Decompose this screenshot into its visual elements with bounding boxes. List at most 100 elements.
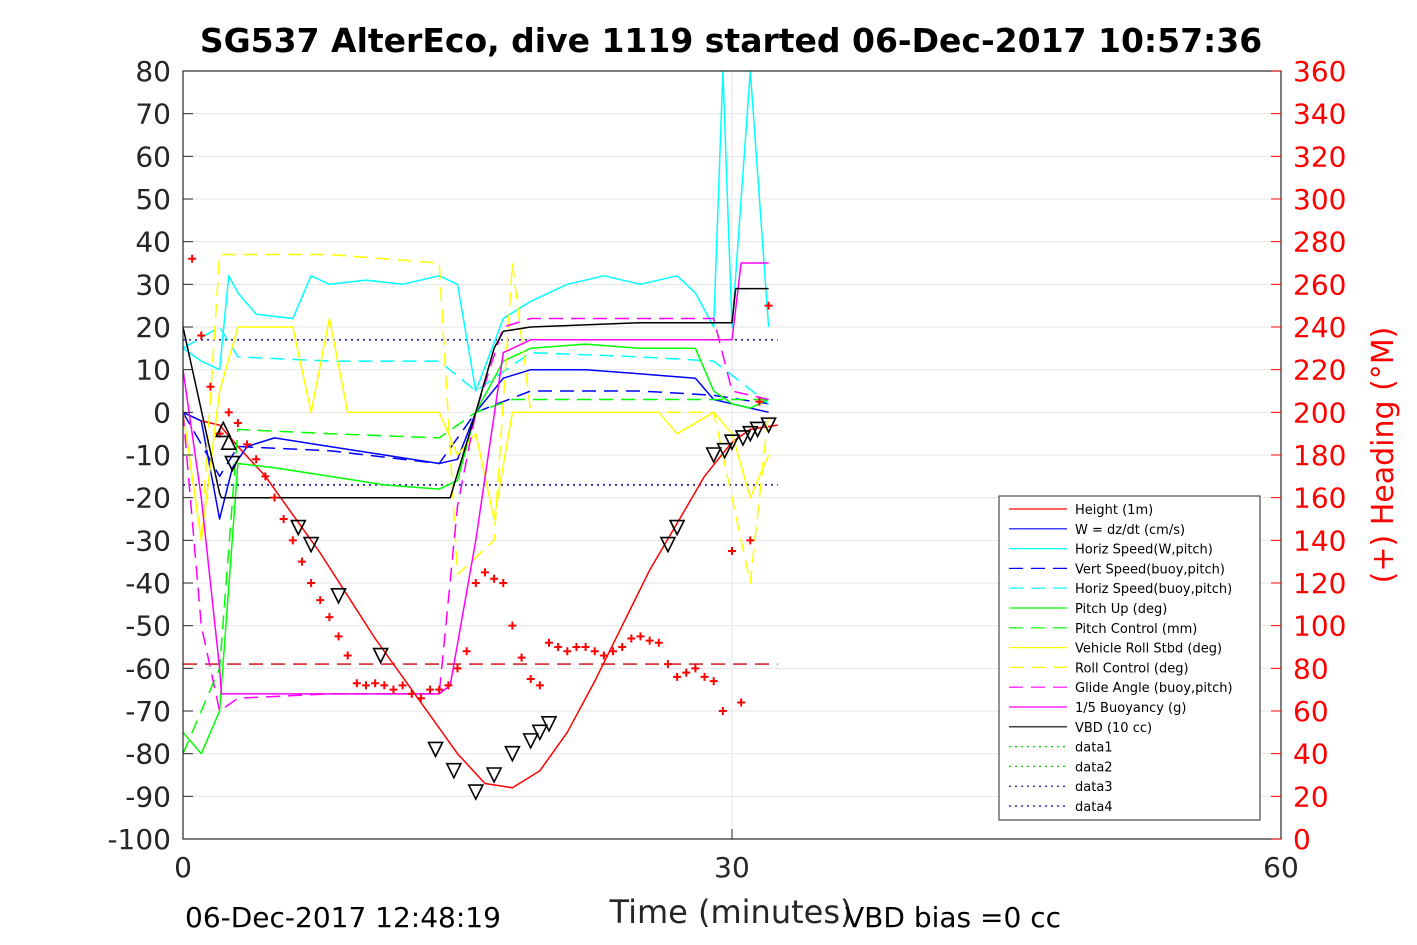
heading-point <box>398 681 407 690</box>
y-tick-label: -30 <box>125 524 171 557</box>
heading-point <box>609 647 618 656</box>
y-right-tick-label: 120 <box>1293 567 1346 600</box>
heading-point <box>334 632 343 641</box>
dive-marker <box>716 442 733 460</box>
dive-marker <box>504 745 521 763</box>
heading-point <box>755 397 764 406</box>
heading-point <box>682 668 691 677</box>
y-tick-label: 60 <box>135 140 171 173</box>
heading-point <box>517 653 526 662</box>
y-right-tick-label: 340 <box>1293 98 1346 131</box>
y-right-tick-label: 20 <box>1293 780 1329 813</box>
y-tick-label: -60 <box>125 652 171 685</box>
data-layer <box>183 71 778 801</box>
dive-marker <box>289 519 307 537</box>
x-tick-label: 0 <box>174 851 192 884</box>
y-right-tick-label: 140 <box>1293 524 1346 557</box>
heading-point <box>279 515 288 523</box>
y-right-tick-label: 220 <box>1293 354 1346 387</box>
heading-point <box>691 664 700 673</box>
heading-point <box>252 455 261 464</box>
heading-point <box>508 621 517 630</box>
dive-marker <box>540 716 558 733</box>
y-tick-label: -10 <box>125 439 171 472</box>
legend-label: Vert Speed(buoy,pitch) <box>1075 562 1225 577</box>
heading-point <box>563 647 572 656</box>
series-line-horiz_speed_buoy <box>183 326 770 405</box>
heading-point <box>316 596 325 605</box>
legend-label: Glide Angle (buoy,pitch) <box>1075 681 1233 696</box>
y-tick-label: -20 <box>125 482 171 515</box>
heading-point <box>325 613 334 622</box>
dive-marker <box>723 434 741 451</box>
heading-point <box>709 677 718 686</box>
legend-label: W = dz/dt (cm/s) <box>1075 523 1185 538</box>
heading-point <box>462 647 471 656</box>
x-axis: 0 30 60 <box>174 829 1299 884</box>
data-group <box>183 71 778 801</box>
heading-point <box>480 568 489 577</box>
dive-marker <box>749 421 766 439</box>
legend-label: data2 <box>1075 760 1113 775</box>
y-tick-label: -70 <box>125 695 171 728</box>
series-line-vert_speed_buoy <box>183 390 769 478</box>
legend-label: data3 <box>1075 780 1113 795</box>
heading-point <box>352 679 361 688</box>
dive-marker <box>330 588 347 605</box>
dive-marker <box>224 455 241 473</box>
heading-point <box>645 636 654 645</box>
dive-marker <box>302 536 320 554</box>
legend-label: Pitch Control (mm) <box>1075 622 1197 637</box>
y-tick-label: 70 <box>135 98 171 131</box>
heading-point <box>764 301 773 310</box>
heading-point <box>490 574 499 583</box>
heading-point <box>243 440 252 449</box>
legend-label: Vehicle Roll Stbd (deg) <box>1075 642 1222 657</box>
heading-point <box>426 685 435 694</box>
dive-marker <box>734 430 752 447</box>
x-axis-label: Time (minutes) <box>609 893 853 931</box>
dive-marker <box>522 733 539 750</box>
legend-label: Horiz Speed(buoy,pitch) <box>1075 582 1232 597</box>
y-right-tick-label: 80 <box>1293 652 1329 685</box>
y-tick-label: -80 <box>125 738 171 771</box>
heading-point <box>297 557 306 566</box>
legend-label: Height (1m) <box>1075 503 1153 518</box>
heading-point <box>599 651 608 660</box>
y-tick-label: 50 <box>135 183 171 216</box>
footer-vbd-bias: VBD bias =0 cc <box>845 901 1061 934</box>
heading-point <box>471 579 480 587</box>
y-tick-label: 0 <box>153 396 171 429</box>
x-tick-label: 30 <box>714 851 750 884</box>
heading-point <box>444 681 453 690</box>
y-axis-right: 3603403203002802602402202001801601401201… <box>1271 55 1346 856</box>
legend-label: data1 <box>1075 741 1113 756</box>
dive-marker <box>372 647 389 665</box>
dive-marker <box>427 741 444 759</box>
y-tick-label: 80 <box>135 55 171 88</box>
heading-point <box>224 408 233 417</box>
legend-label: Roll Control (deg) <box>1075 661 1189 676</box>
y-axis-left: 80 70 60 50 40 30 20 10 0 -10 -20 -30 -40 -50 -60 -70 -8… <box>107 55 193 856</box>
series-line-vbd <box>183 287 769 499</box>
x-tick-label: 60 <box>1263 851 1299 884</box>
y-right-tick-label: 240 <box>1293 311 1346 344</box>
series-line-glide_angle <box>183 317 769 712</box>
y-tick-label: -50 <box>125 610 171 643</box>
heading-point <box>590 647 599 656</box>
legend-label: Pitch Up (deg) <box>1075 602 1167 617</box>
heading-point <box>362 681 370 690</box>
y-right-tick-label: 320 <box>1293 140 1346 173</box>
y-tick-label: 20 <box>135 311 171 344</box>
heading-point <box>535 681 544 690</box>
y-right-tick-label: 260 <box>1293 268 1346 301</box>
heading-point <box>572 643 581 651</box>
dive-marker <box>485 767 503 784</box>
series-line-height <box>183 411 778 789</box>
heading-point <box>307 579 316 587</box>
legend-label: 1/5 Buoyancy (g) <box>1075 701 1186 716</box>
legend-box <box>998 495 1261 821</box>
y-tick-label: 30 <box>135 268 171 301</box>
y-right-tick-label: 60 <box>1293 695 1329 728</box>
